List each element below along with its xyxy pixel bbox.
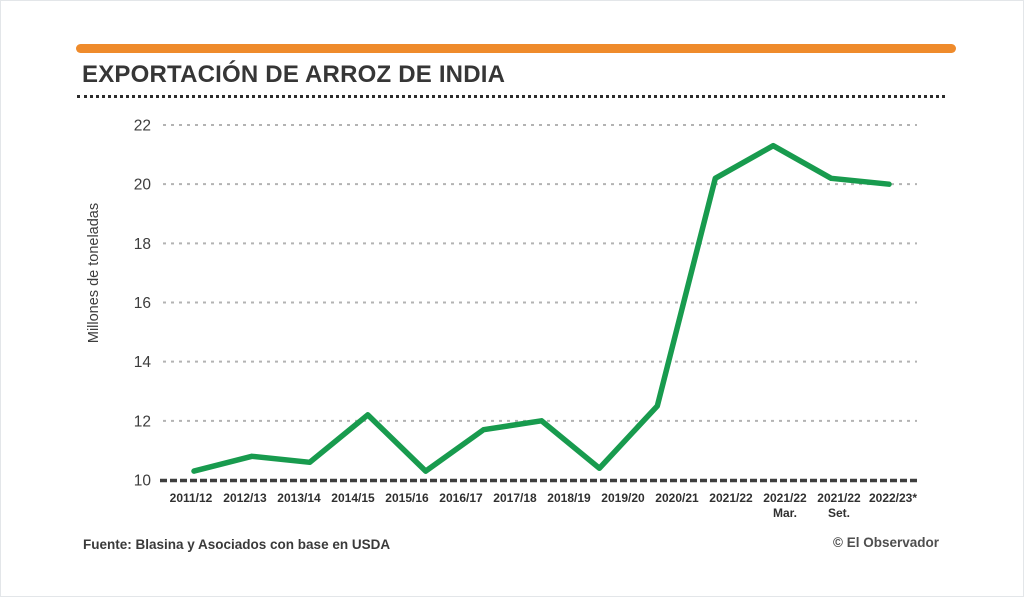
x-tick-label: 2012/13 [223, 491, 267, 505]
x-tick-label: 2021/22 [709, 491, 753, 505]
data-line [191, 142, 892, 474]
x-tick-label: 2015/16 [385, 491, 429, 505]
y-tick-label: 14 [134, 354, 152, 371]
x-tick-label: 2011/12 [170, 491, 213, 505]
x-tick-label: 2021/22 [817, 491, 861, 505]
y-tick-label: 12 [134, 413, 151, 430]
accent-bar [76, 44, 956, 53]
x-tick-label: 2022/23* [869, 491, 917, 505]
x-tick-sublabel: Mar. [773, 506, 797, 520]
title-separator [77, 95, 945, 98]
y-axis-title: Millones de toneladas [86, 203, 102, 343]
y-tick-label: 16 [134, 295, 151, 312]
x-tick-label: 2013/14 [277, 491, 321, 505]
copyright-text: © El Observador [833, 535, 939, 550]
x-tick-label: 2021/22 [763, 491, 807, 505]
x-tick-label: 2018/19 [547, 491, 591, 505]
y-tick-label: 10 [134, 473, 152, 490]
source-text: Fuente: Blasina y Asociados con base en … [83, 537, 391, 552]
x-tick-sublabel: Set. [828, 506, 850, 520]
x-tick-label: 2014/15 [331, 491, 375, 505]
y-tick-label: 18 [134, 236, 151, 253]
chart-title: EXPORTACIÓN DE ARROZ DE INDIA [82, 61, 506, 88]
y-tick-label: 20 [134, 177, 152, 194]
y-tick-label: 22 [134, 118, 151, 135]
x-tick-label: 2017/18 [493, 491, 537, 505]
x-tick-label: 2019/20 [601, 491, 645, 505]
x-tick-label: 2020/21 [655, 491, 699, 505]
x-tick-label: 2016/17 [439, 491, 483, 505]
